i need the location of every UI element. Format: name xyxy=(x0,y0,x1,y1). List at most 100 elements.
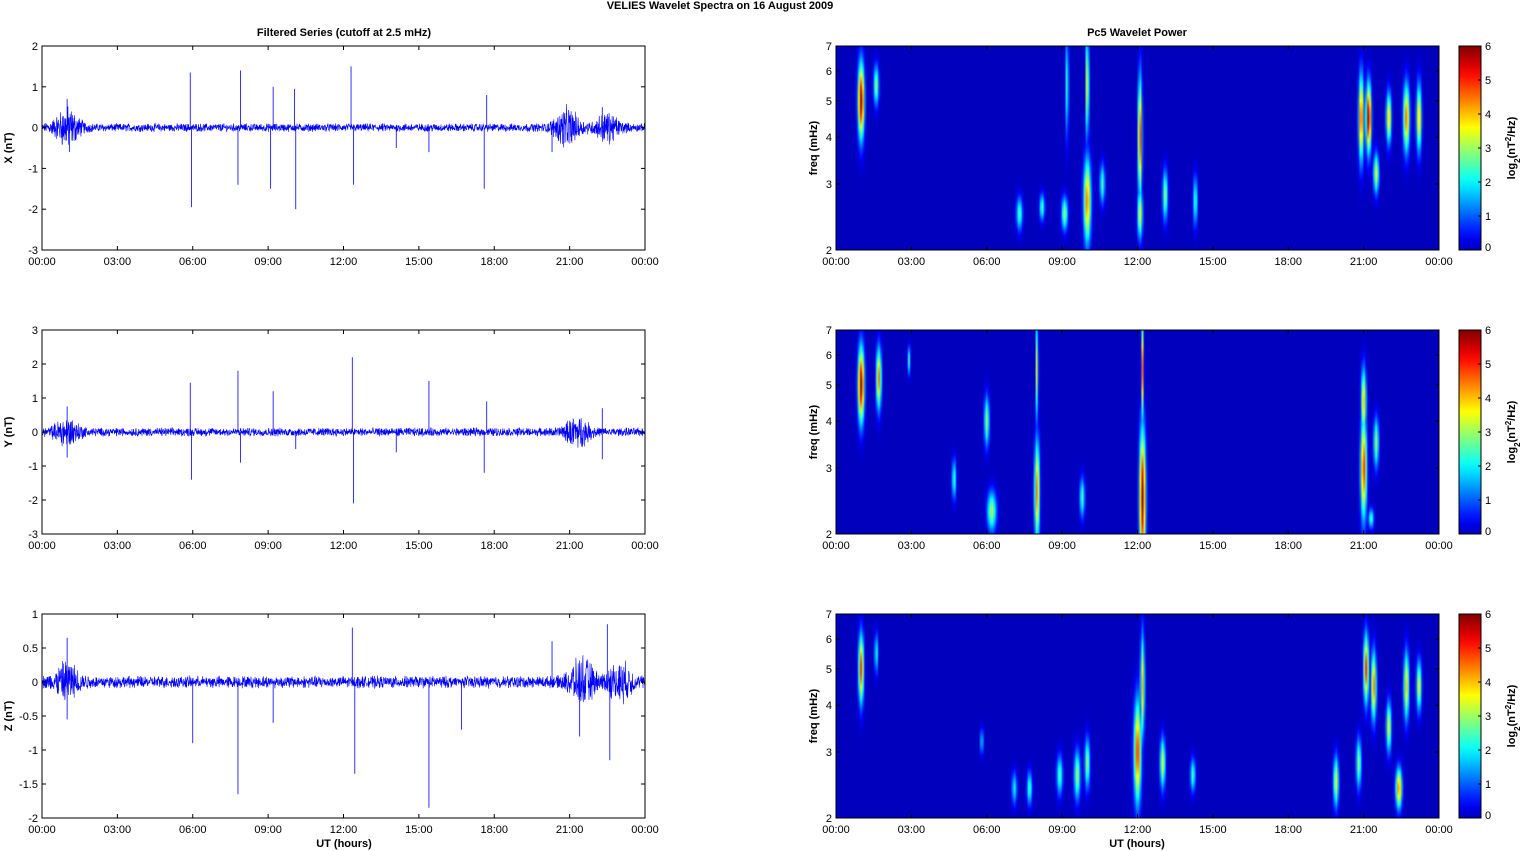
series-x-ytick-label: 2 xyxy=(32,41,38,53)
series-y-ytick-label: -3 xyxy=(28,529,38,541)
spectrum-z-xtick-label: 15:00 xyxy=(1199,824,1227,836)
spectrum-x-xtick-label: 09:00 xyxy=(1048,256,1076,268)
colorbar-label-part: (nT xyxy=(1506,425,1518,442)
series-z-ytick-label: 1 xyxy=(32,609,38,621)
series-y-xtick-label: 12:00 xyxy=(330,540,358,552)
colorbar-label-part: /Hz) xyxy=(1506,116,1518,137)
spectrum-y-xtick-label: 21:00 xyxy=(1350,540,1378,552)
series-z-xtick-label: 15:00 xyxy=(405,824,433,836)
series-y-xtick-label: 03:00 xyxy=(104,540,132,552)
spectrum-y-colorbar-tick-label: 3 xyxy=(1485,427,1491,439)
series-x-trace xyxy=(41,103,646,148)
spectrum-x-colorbar-tick-label: 4 xyxy=(1485,109,1491,121)
series-y-trace xyxy=(41,418,646,448)
spectrum-x-xtick-label: 00:00 xyxy=(822,256,850,268)
spectrum-y-colorbar-tick-label: 1 xyxy=(1485,495,1491,507)
series-x-ylabel: X (nT) xyxy=(3,132,15,163)
colorbar-label-part: log xyxy=(1506,731,1518,748)
series-z-ytick-label: 0 xyxy=(32,677,38,689)
spectrum-x-colorbar-bar xyxy=(1458,45,1482,251)
spectrum-y-xtick-label: 18:00 xyxy=(1274,540,1302,552)
colorbar-label-part: 2 xyxy=(1513,442,1522,447)
series-y-ytick-label: -1 xyxy=(28,461,38,473)
series-y-xtick-label: 15:00 xyxy=(405,540,433,552)
series-x-xtick-label: 15:00 xyxy=(405,256,433,268)
spectrum-z-ytick-label: 5 xyxy=(826,664,832,676)
series-z-xtick-label: 06:00 xyxy=(179,824,207,836)
colorbar-label-part: /Hz) xyxy=(1506,400,1518,421)
series-y-ytick-label: -2 xyxy=(28,495,38,507)
right-xlabel: UT (hours) xyxy=(1109,838,1165,850)
left-xlabel: UT (hours) xyxy=(316,838,372,850)
series-y-xtick-label: 18:00 xyxy=(480,540,508,552)
spectrum-x-colorbar-tick-label: 1 xyxy=(1485,211,1491,223)
spectrum-y-ytick-label: 5 xyxy=(826,380,832,392)
spectrum-z-xtick-label: 00:00 xyxy=(1425,824,1453,836)
series-z-xtick-label: 00:00 xyxy=(28,824,56,836)
spectrum-y-ytick-label: 4 xyxy=(826,416,832,428)
spectrum-z-ytick-label: 6 xyxy=(826,634,832,646)
spectrum-z-ytick-label: 7 xyxy=(826,609,832,621)
series-z-xtick-label: 00:00 xyxy=(631,824,659,836)
series-x-ytick-label: -1 xyxy=(28,163,38,175)
series-x-xtick-label: 00:00 xyxy=(631,256,659,268)
series-z-plot-bg xyxy=(42,614,645,818)
series-y-xtick-label: 00:00 xyxy=(631,540,659,552)
series-y-ytick-label: 1 xyxy=(32,393,38,405)
series-y-ytick-label: 0 xyxy=(32,427,38,439)
spectrum-y-ytick-label: 6 xyxy=(826,350,832,362)
series-x-ytick-label: 0 xyxy=(32,123,38,135)
spectrum-z-colorbar-tick-label: 0 xyxy=(1485,810,1491,822)
spectrum-x-xtick-label: 03:00 xyxy=(898,256,926,268)
spectrum-z-colorbar-tick-label: 4 xyxy=(1485,677,1491,689)
spectrum-z-xtick-label: 21:00 xyxy=(1350,824,1378,836)
spectrum-x-xtick-label: 18:00 xyxy=(1274,256,1302,268)
series-y-ytick-label: 3 xyxy=(32,325,38,337)
spectrum-z-xtick-label: 12:00 xyxy=(1124,824,1152,836)
spectrum-y-power-map xyxy=(836,330,1439,534)
spectrum-y-ylabel: freq (mHz) xyxy=(808,404,820,459)
spectrum-z-xtick-label: 03:00 xyxy=(898,824,926,836)
series-z-ytick-label: -1 xyxy=(28,745,38,757)
colorbar-label-part: /Hz) xyxy=(1506,684,1518,705)
series-z-ytick-label: -1.5 xyxy=(19,779,38,791)
colorbar-label-part: 2 xyxy=(1504,704,1513,709)
series-y-xtick-label: 09:00 xyxy=(254,540,282,552)
series-y-ytick-label: 2 xyxy=(32,359,38,371)
colorbar-label-part: 2 xyxy=(1504,136,1513,141)
spectrum-y-ytick-label: 3 xyxy=(826,463,832,475)
spectrum-z-colorbar-tick-label: 3 xyxy=(1485,711,1491,723)
spectrum-z-colorbar-tick-label: 1 xyxy=(1485,779,1491,791)
colorbar-label-part: 2 xyxy=(1504,420,1513,425)
spectrum-x-ytick-label: 7 xyxy=(826,41,832,53)
spectrum-y-colorbar-tick-label: 5 xyxy=(1485,359,1491,371)
spectrum-y-colorbar-tick-label: 4 xyxy=(1485,393,1491,405)
left-column-title: Filtered Series (cutoff at 2.5 mHz) xyxy=(257,27,432,39)
series-y-xtick-label: 00:00 xyxy=(28,540,56,552)
spectrum-z-ylabel: freq (mHz) xyxy=(808,688,820,743)
spectrum-x-power-map xyxy=(836,46,1439,250)
right-column-title: Pc5 Wavelet Power xyxy=(1087,27,1188,39)
series-x-xtick-label: 21:00 xyxy=(556,256,584,268)
series-x-xtick-label: 00:00 xyxy=(28,256,56,268)
figure-title: VELIES Wavelet Spectra on 16 August 2009 xyxy=(607,0,834,12)
spectrum-x-xtick-label: 21:00 xyxy=(1350,256,1378,268)
spectrum-z-xtick-label: 06:00 xyxy=(973,824,1001,836)
spectrum-y-xtick-label: 12:00 xyxy=(1124,540,1152,552)
series-z-ytick-label: 0.5 xyxy=(23,643,38,655)
spectrum-z-colorbar-tick-label: 2 xyxy=(1485,745,1491,757)
spectrum-y-xtick-label: 03:00 xyxy=(898,540,926,552)
series-y-xtick-label: 21:00 xyxy=(556,540,584,552)
colorbar-label-part: (nT xyxy=(1506,709,1518,726)
spectrum-x-xtick-label: 12:00 xyxy=(1124,256,1152,268)
spectrum-y-xtick-label: 09:00 xyxy=(1048,540,1076,552)
spectrum-y-xtick-label: 00:00 xyxy=(822,540,850,552)
spectrum-y-colorbar-label: log2(nT2/Hz) xyxy=(1504,400,1522,463)
spectrum-x-colorbar-tick-label: 0 xyxy=(1485,242,1491,254)
series-z-ylabel: Z (nT) xyxy=(3,700,15,731)
series-y-xtick-label: 06:00 xyxy=(179,540,207,552)
colorbar-label-part: 2 xyxy=(1513,158,1522,163)
